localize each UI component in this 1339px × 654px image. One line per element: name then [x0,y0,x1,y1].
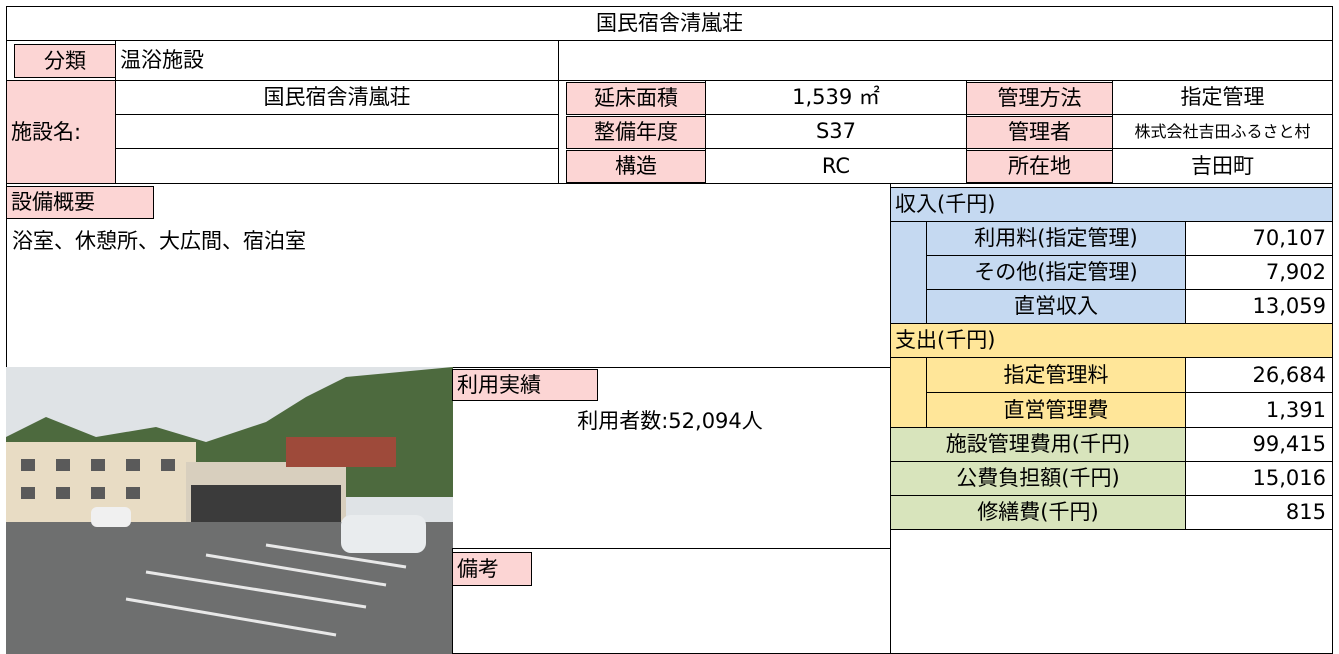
income-item-label: その他(指定管理) [926,255,1186,290]
management-label: 所在地 [966,150,1113,183]
detail-label: 整備年度 [566,116,706,149]
total-value: 99,415 [1185,427,1333,462]
detail-value: 1,539 ㎡ [705,80,967,115]
income-header: 収入(千円) [890,187,1333,222]
income-item-value: 70,107 [1185,221,1333,256]
management-value: 指定管理 [1112,80,1333,115]
empty-cell [115,114,559,149]
management-value: 吉田町 [1112,148,1333,184]
expense-item-value: 1,391 [1185,392,1333,428]
management-value: 株式会社吉田ふるさと村 [1112,114,1333,149]
facility-photo [6,367,453,654]
equipment-value: 浴室、休憩所、大広間、宿泊室 [12,228,306,253]
category-label: 分類 [14,44,116,78]
expenses-header: 支出(千円) [890,323,1333,358]
income-strip [890,221,927,324]
management-label: 管理方法 [966,82,1113,115]
facility-name-label: 施設名: [6,80,116,184]
expenses-strip [890,357,927,428]
expense-item-value: 26,684 [1185,357,1333,393]
income-item-label: 直営収入 [926,289,1186,324]
empty-cell [115,148,559,184]
detail-value: S37 [705,114,967,149]
total-label: 施設管理費用(千円) [890,427,1186,462]
income-item-label: 利用料(指定管理) [926,221,1186,256]
detail-label: 構造 [566,150,706,183]
usage-value: 利用者数:52,094人 [577,408,763,433]
income-item-value: 13,059 [1185,289,1333,324]
total-value: 815 [1185,495,1333,530]
total-label: 修繕費(千円) [890,495,1186,530]
expense-item-label: 直営管理費 [926,392,1186,428]
remarks-label: 備考 [452,552,532,586]
category-value: 温浴施設 [115,40,559,81]
total-label: 公費負担額(千円) [890,461,1186,496]
income-item-value: 7,902 [1185,255,1333,290]
usage-label: 利用実績 [452,369,598,401]
facility-name-value: 国民宿舎清嵐荘 [115,80,559,115]
detail-value: RC [705,148,967,184]
total-value: 15,016 [1185,461,1333,496]
equipment-label: 設備概要 [6,186,154,219]
empty-cell [558,40,1333,81]
management-label: 管理者 [966,116,1113,149]
expense-item-label: 指定管理料 [926,357,1186,393]
title: 国民宿舎清嵐荘 [6,6,1333,41]
detail-label: 延床面積 [566,82,706,115]
